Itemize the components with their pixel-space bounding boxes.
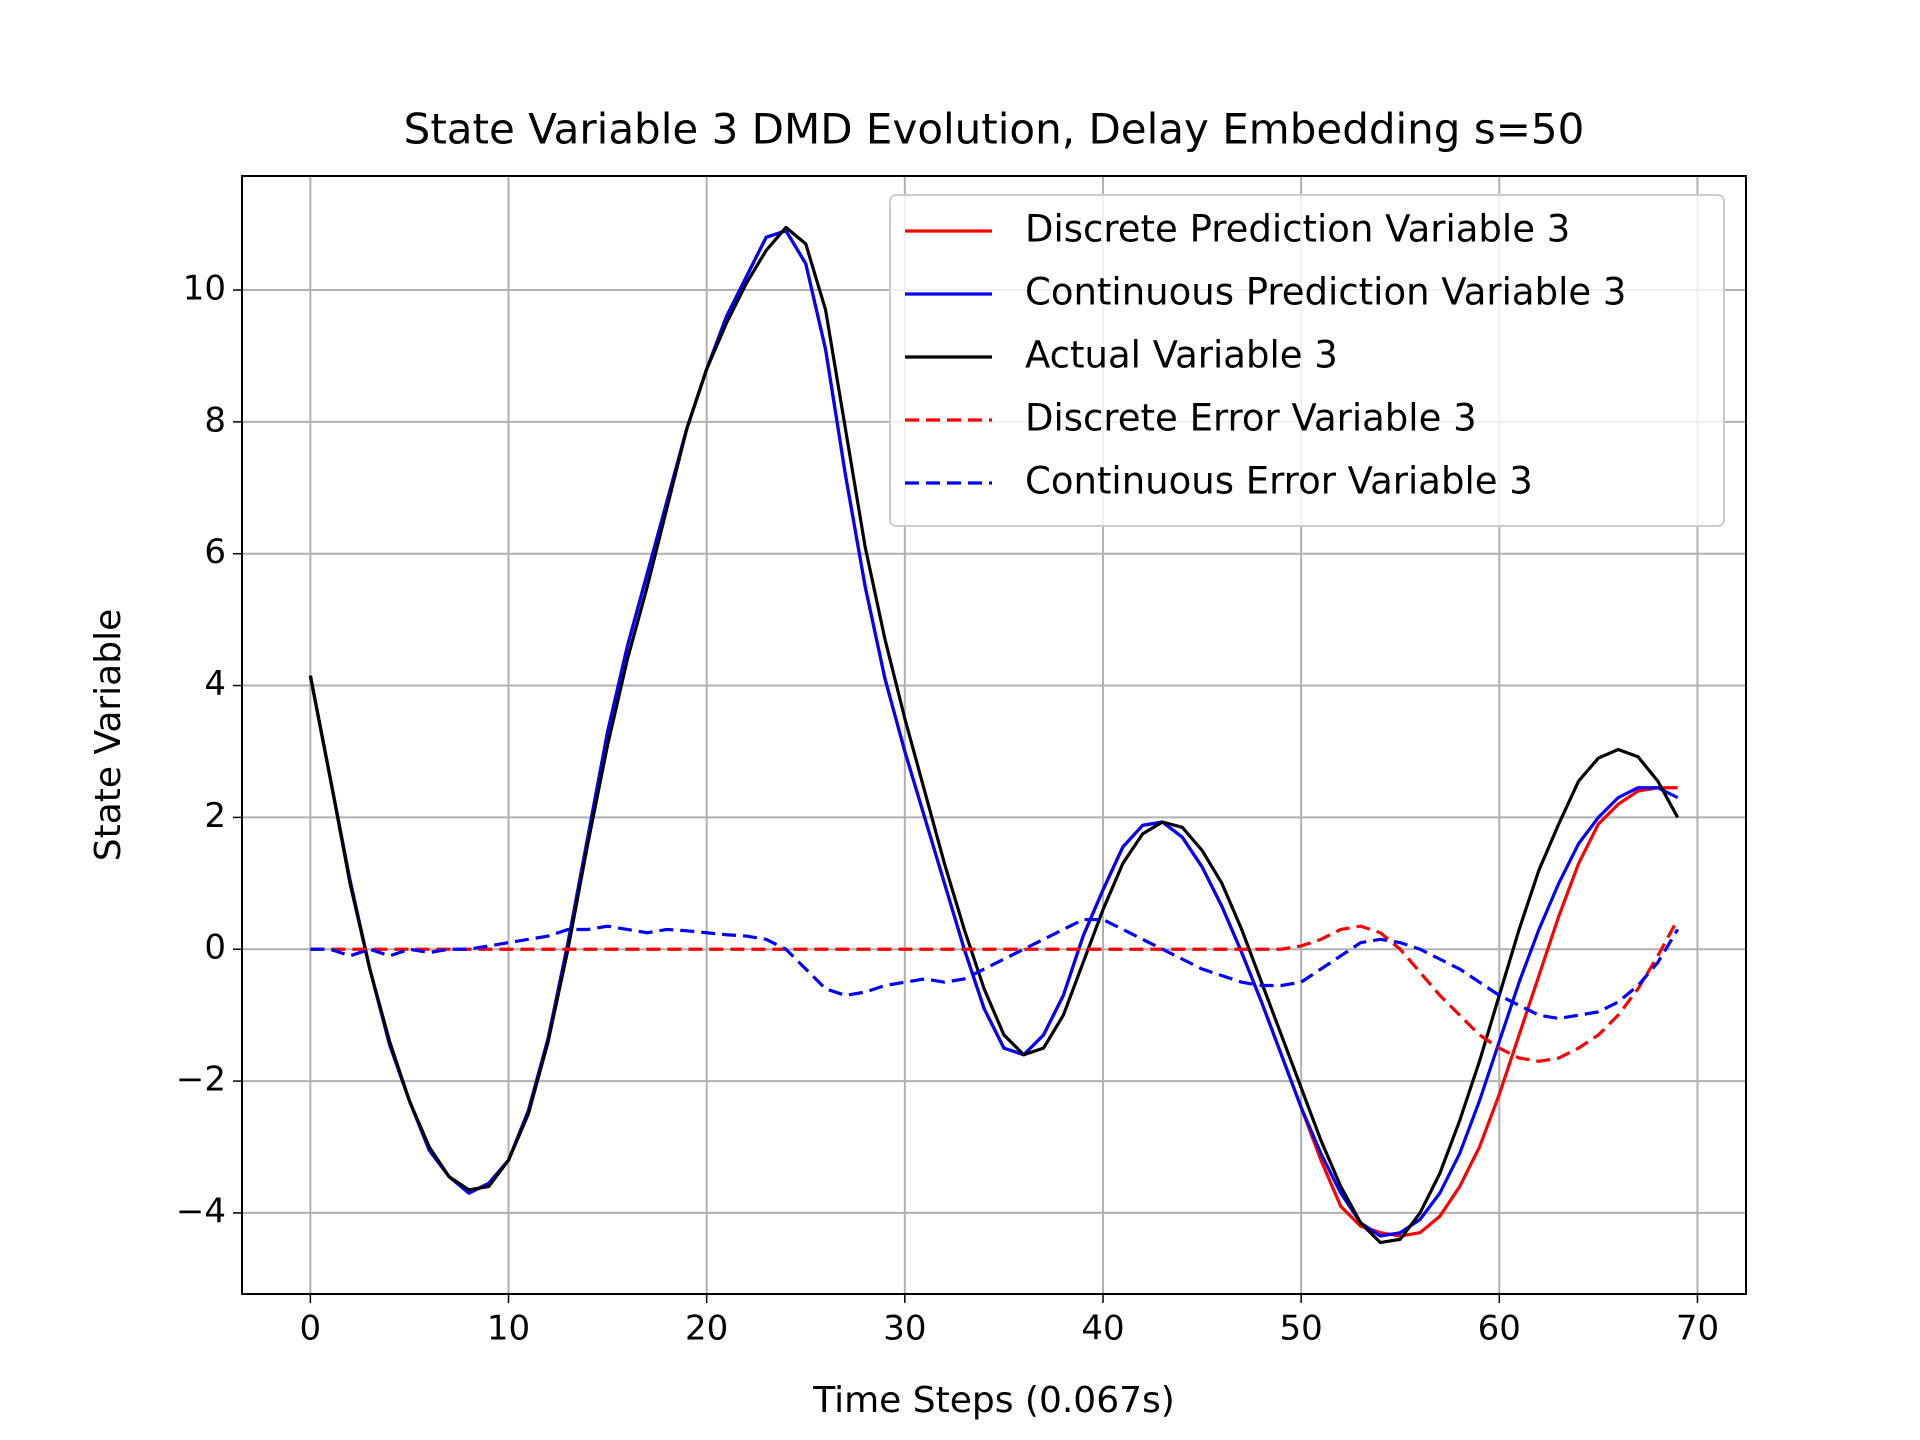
x-tick-label: 40 xyxy=(1081,1309,1124,1349)
y-tick-label: −4 xyxy=(176,1191,226,1231)
x-axis-label: Time Steps (0.067s) xyxy=(812,1380,1175,1421)
legend-label: Continuous Prediction Variable 3 xyxy=(1025,271,1626,314)
legend-label: Continuous Error Variable 3 xyxy=(1025,460,1533,503)
y-tick-label: 6 xyxy=(204,532,226,572)
legend-label: Actual Variable 3 xyxy=(1025,334,1338,377)
y-axis-label: State Variable xyxy=(88,609,129,862)
series-line xyxy=(310,917,1680,1021)
legend-label: Discrete Error Variable 3 xyxy=(1025,397,1477,440)
x-tick-label: 30 xyxy=(883,1309,926,1349)
y-tick-label: 10 xyxy=(183,269,226,309)
y-tick-label: 0 xyxy=(204,928,226,968)
x-tick-label: 10 xyxy=(487,1309,530,1349)
x-tick-label: 60 xyxy=(1478,1309,1521,1349)
x-tick-label: 20 xyxy=(685,1309,728,1349)
x-tick-label: 70 xyxy=(1676,1309,1719,1349)
x-tick-label: 50 xyxy=(1280,1309,1323,1349)
series-line xyxy=(310,918,1680,1063)
series-line xyxy=(308,225,1680,1245)
y-tick-label: 8 xyxy=(204,400,226,440)
legend-box xyxy=(889,194,1725,527)
y-tick-label: −2 xyxy=(176,1060,226,1100)
y-tick-label: 4 xyxy=(204,664,226,704)
legend-label: Discrete Prediction Variable 3 xyxy=(1025,208,1570,251)
plot-frame xyxy=(241,175,1747,1295)
chart-title: State Variable 3 DMD Evolution, Delay Em… xyxy=(404,105,1585,154)
x-tick-label: 0 xyxy=(300,1309,322,1349)
y-tick-label: 2 xyxy=(204,796,226,836)
